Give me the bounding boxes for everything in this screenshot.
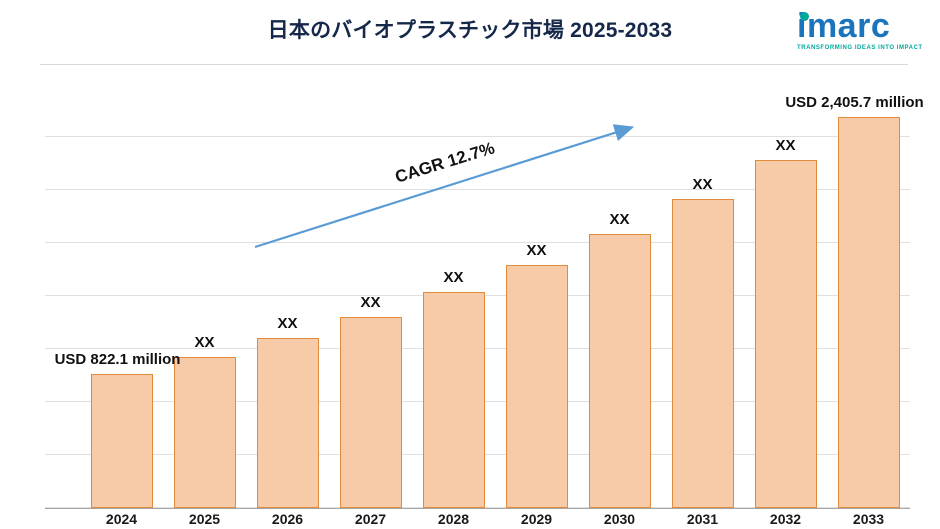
bar-2025 [173, 357, 236, 508]
bar-2024 [90, 374, 153, 508]
x-tick-label-2029: 2029 [520, 511, 553, 527]
bar-column: USD 2,405.7 million [785, 85, 924, 508]
bar-column: XX [578, 85, 661, 508]
bar-column: XX [661, 85, 744, 508]
bar-2031 [671, 199, 734, 508]
bar-column: XX [412, 85, 495, 508]
bar-column: XX [246, 85, 329, 508]
bar-column: USD 822.1 million [55, 85, 180, 508]
bar-value-label: XX [194, 334, 215, 352]
chart-title: 日本のバイオプラスチック市場 2025-2033 [267, 19, 673, 42]
x-tick-label-2025: 2025 [188, 511, 221, 527]
bar-value-label: USD 822.1 million [54, 351, 181, 369]
x-tick-label-2028: 2028 [437, 511, 470, 527]
x-tick-label-2033: 2033 [852, 511, 885, 527]
bar-2030 [588, 233, 651, 508]
bar-column: XX [495, 85, 578, 508]
bars-container: USD 822.1 million XX XX XX XX XX XX XX XX USD 2,4… [55, 85, 924, 508]
imarc-logo-tagline: TRANSFORMING IDEAS INTO IMPACT [797, 45, 923, 51]
bar-column: XX [163, 85, 246, 508]
bar-2026 [256, 338, 319, 508]
bar-2027 [339, 316, 402, 508]
x-tick-label-2031: 2031 [686, 511, 719, 527]
imarc-logo-text: imarc [797, 7, 922, 45]
imarc-logo-dot-icon [800, 12, 809, 21]
bar-column: XX [744, 85, 827, 508]
x-tick-label-2032: 2032 [769, 511, 802, 527]
bar-value-label: XX [443, 269, 464, 287]
x-axis: 2024 2025 2026 2027 2028 2029 2030 2031 2032 2033 [80, 509, 910, 529]
x-tick-label-2024: 2024 [105, 511, 138, 527]
bar-2033 [837, 116, 900, 508]
x-tick-label-2027: 2027 [354, 511, 387, 527]
plot-area: CAGR 12.7% USD 822.1 million XX XX XX XX XX XX… [45, 85, 924, 509]
x-tick-label-2030: 2030 [603, 511, 636, 527]
bar-column: XX [329, 85, 412, 508]
bar-value-label: XX [526, 241, 547, 259]
imarc-logo-wordmark: imarc [797, 7, 891, 45]
bar-value-label: XX [360, 293, 381, 311]
x-tick-label-2026: 2026 [271, 511, 304, 527]
bar-value-label: USD 2,405.7 million [785, 93, 924, 111]
header-divider [40, 64, 908, 65]
bar-value-label: XX [277, 315, 298, 333]
bar-value-label: XX [775, 136, 796, 154]
bar-value-label: XX [692, 176, 713, 194]
bar-2032 [754, 159, 817, 508]
bar-2029 [505, 264, 568, 508]
bar-value-label: XX [609, 210, 630, 228]
bar-2028 [422, 292, 485, 508]
imarc-logo: imarc TRANSFORMING IDEAS INTO IMPACT [797, 7, 923, 51]
